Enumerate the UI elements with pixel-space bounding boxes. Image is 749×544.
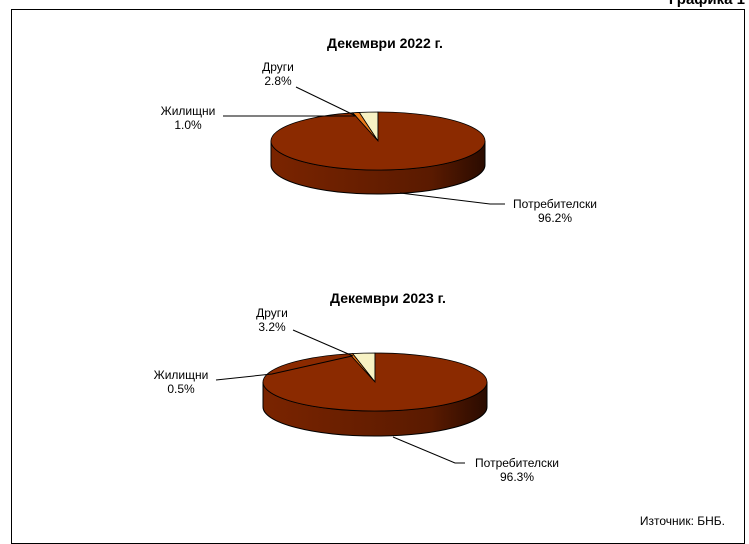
pie-2022 [270, 111, 486, 195]
leader-line-housing [215, 355, 353, 381]
chart-title: Декември 2023 г. [330, 290, 446, 306]
slice-label-housing: Жилищни [154, 368, 209, 382]
slice-label-consumer: Потребителски [475, 456, 559, 470]
leader-line-consumer [399, 192, 505, 205]
pie-slice-consumer [262, 352, 488, 412]
slice-label-housing: Жилищни [161, 104, 216, 118]
figure-heading: Графика 1 [669, 0, 745, 8]
slice-value-other: 3.2% [258, 320, 286, 334]
slice-value-other: 2.8% [264, 74, 292, 88]
slice-label-consumer: Потребителски [513, 197, 597, 211]
slice-value-consumer: 96.3% [500, 470, 534, 484]
leader-line-other [292, 329, 354, 357]
leader-line-consumer [392, 436, 465, 464]
chart-title: Декември 2022 г. [327, 35, 443, 51]
leader-line-other [295, 86, 357, 117]
source-note: Източник: БНБ. [639, 514, 725, 528]
pie-slice-consumer [270, 111, 486, 171]
chart-frame [11, 9, 745, 544]
slice-value-housing: 1.0% [174, 118, 202, 132]
slice-label-other: Други [262, 60, 294, 74]
slice-value-housing: 0.5% [167, 382, 195, 396]
chart-dec-2023: Декември 2023 г. Други 3.2% Жилищни 0.5%… [154, 290, 559, 484]
chart-dec-2022: Декември 2022 г. Други 2.8% Жилищни 1.0%… [161, 35, 597, 225]
slice-label-other: Други [256, 306, 288, 320]
pie-2023 [262, 352, 488, 437]
slice-value-consumer: 96.2% [538, 211, 572, 225]
